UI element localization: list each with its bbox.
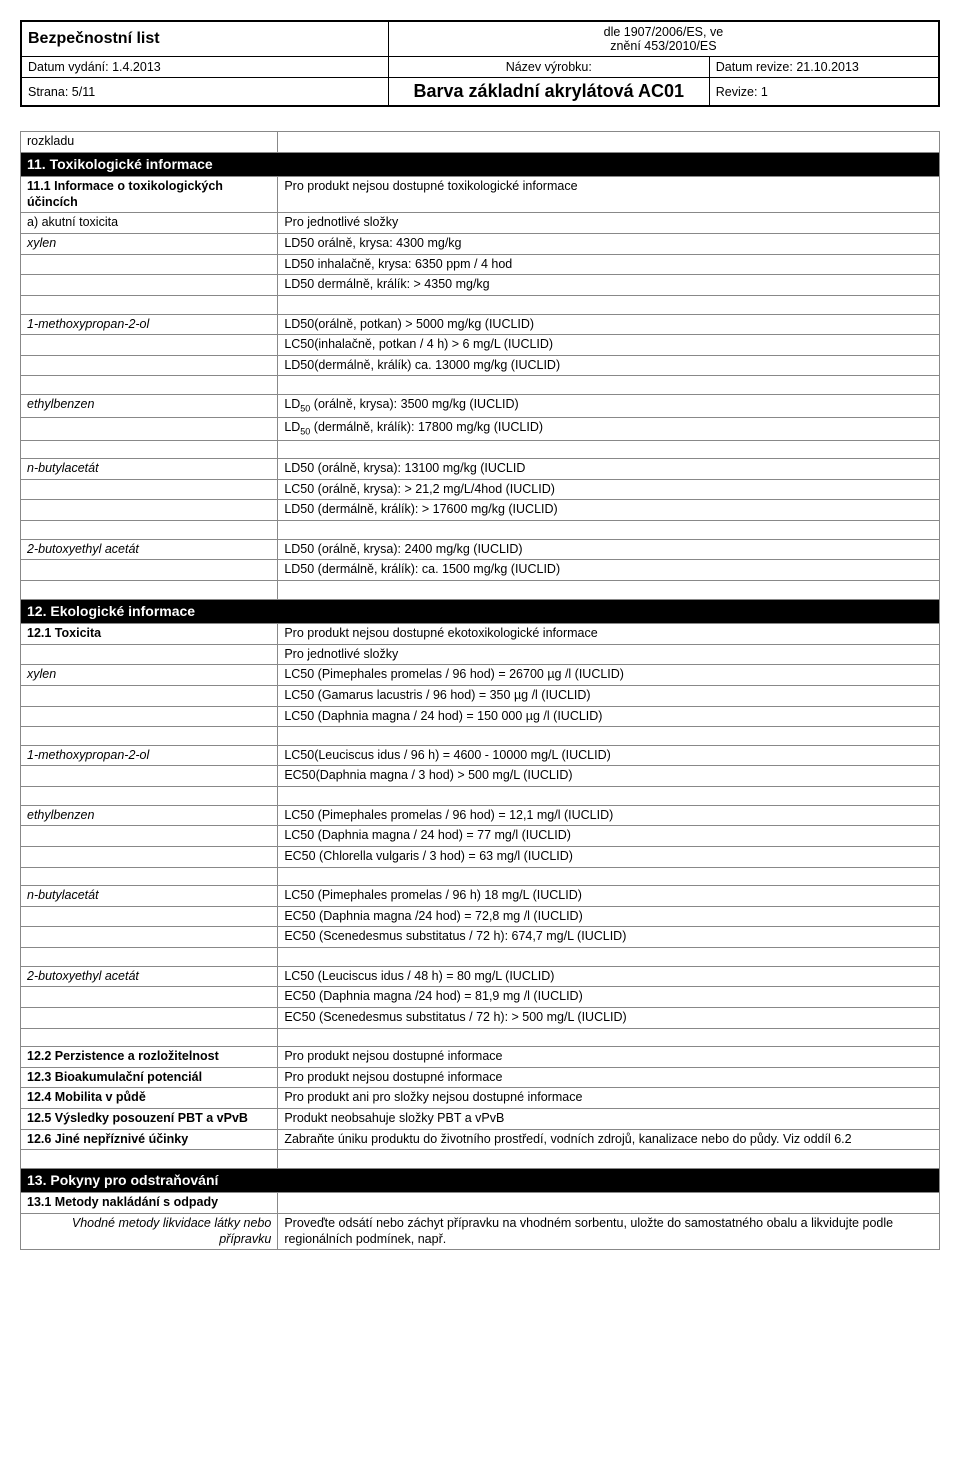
row-label: 12.2 Perzistence a rozložitelnost [21, 1047, 278, 1068]
row-label [21, 766, 278, 787]
section-header: 12. Ekologické informace [21, 599, 940, 624]
row-label [21, 706, 278, 727]
row-label [21, 906, 278, 927]
row-value: Zabraňte úniku produktu do životního pro… [278, 1129, 940, 1150]
product-name-label: Název výrobku: [506, 60, 592, 74]
row-label [21, 826, 278, 847]
page-number: Strana: 5/11 [28, 85, 95, 99]
row-value: EC50 (Chlorella vulgaris / 3 hod) = 63 m… [278, 846, 940, 867]
row-label: 2-butoxyethyl acetát [21, 539, 278, 560]
row-value: Pro jednotlivé složky [278, 213, 940, 234]
row-value: LD50 (orálně, krysa): 2400 mg/kg (IUCLID… [278, 539, 940, 560]
row-label [21, 355, 278, 376]
row-value: Proveďte odsátí nebo záchyt přípravku na… [278, 1214, 940, 1250]
row-label [21, 927, 278, 948]
row-value: LC50 (Pimephales promelas / 96 hod) = 26… [278, 665, 940, 686]
row-label: 11.1 Informace o toxikologických účincíc… [21, 177, 278, 213]
row-value: LC50 (Daphnia magna / 24 hod) = 77 mg/l … [278, 826, 940, 847]
row-label [21, 1007, 278, 1028]
row-value: EC50 (Daphnia magna /24 hod) = 72,8 mg /… [278, 906, 940, 927]
row-value [278, 1193, 940, 1214]
row-label [21, 275, 278, 296]
regulation: dle 1907/2006/ES, veznění 453/2010/ES [604, 25, 724, 53]
row-value: Produkt neobsahuje složky PBT a vPvB [278, 1109, 940, 1130]
row-value: Pro produkt nejsou dostupné informace [278, 1047, 940, 1068]
row-value: Pro produkt ani pro složky nejsou dostup… [278, 1088, 940, 1109]
row-label [21, 500, 278, 521]
row-label: 2-butoxyethyl acetát [21, 966, 278, 987]
row-label: ethylbenzen [21, 805, 278, 826]
row-label: 1-methoxypropan-2-ol [21, 314, 278, 335]
row-label [21, 644, 278, 665]
row-label: xylen [21, 665, 278, 686]
row-value: LD50(dermálně, králík) ca. 13000 mg/kg (… [278, 355, 940, 376]
section-header: 11. Toxikologické informace [21, 152, 940, 177]
row-label: 1-methoxypropan-2-ol [21, 745, 278, 766]
row-value: LC50 (Daphnia magna / 24 hod) = 150 000 … [278, 706, 940, 727]
row-value: Pro produkt nejsou dostupné toxikologick… [278, 177, 940, 213]
row-label [21, 987, 278, 1008]
row-value: Pro jednotlivé složky [278, 644, 940, 665]
row-value: LC50(Leuciscus idus / 96 h) = 4600 - 100… [278, 745, 940, 766]
row-value: EC50 (Daphnia magna /24 hod) = 81,9 mg /… [278, 987, 940, 1008]
row-label [21, 685, 278, 706]
revision-date: Datum revize: 21.10.2013 [716, 60, 859, 74]
row-value: LD50 orálně, krysa: 4300 mg/kg [278, 234, 940, 255]
row-value: LD50 dermálně, králík: > 4350 mg/kg [278, 275, 940, 296]
row-value: LD50(orálně, potkan) > 5000 mg/kg (IUCLI… [278, 314, 940, 335]
row-label: 13.1 Metody nakládání s odpady [21, 1193, 278, 1214]
row-label: rozkladu [21, 132, 278, 153]
row-label: ethylbenzen [21, 395, 278, 418]
data-table: rozkladu11. Toxikologické informace11.1 … [20, 131, 940, 1250]
row-value: LD50 (orálně, krysa): 13100 mg/kg (IUCLI… [278, 459, 940, 480]
row-value: LC50 (Pimephales promelas / 96 hod) = 12… [278, 805, 940, 826]
row-value: EC50 (Scenedesmus substitatus / 72 h): >… [278, 1007, 940, 1028]
row-label: xylen [21, 234, 278, 255]
sheet-title: Bezpečnostní list [28, 30, 160, 47]
row-label: Vhodné metody likvidace látky nebo přípr… [21, 1214, 278, 1250]
row-value: LC50 (orálně, krysa): > 21,2 mg/L/4hod (… [278, 479, 940, 500]
row-label [21, 560, 278, 581]
row-label: n-butylacetát [21, 886, 278, 907]
row-label: n-butylacetát [21, 459, 278, 480]
header-table: Bezpečnostní list dle 1907/2006/ES, vezně… [21, 21, 939, 106]
row-value: LC50 (Pimephales promelas / 96 h) 18 mg/… [278, 886, 940, 907]
row-value: LC50 (Gamarus lacustris / 96 hod) = 350 … [278, 685, 940, 706]
row-value: LD50 inhalačně, krysa: 6350 ppm / 4 hod [278, 254, 940, 275]
row-value: Pro produkt nejsou dostupné ekotoxikolog… [278, 624, 940, 645]
row-value: LD50 (dermálně, králík): 17800 mg/kg (IU… [278, 417, 940, 440]
row-label: 12.1 Toxicita [21, 624, 278, 645]
product-name: Barva základní akrylátová AC01 [414, 81, 684, 101]
row-label [21, 417, 278, 440]
row-value: LD50 (dermálně, králík): > 17600 mg/kg (… [278, 500, 940, 521]
row-label [21, 335, 278, 356]
row-label: a) akutní toxicita [21, 213, 278, 234]
issue-date: Datum vydání: 1.4.2013 [28, 60, 161, 74]
row-label [21, 254, 278, 275]
row-label [21, 846, 278, 867]
row-label: 12.3 Bioakumulační potenciál [21, 1067, 278, 1088]
row-label [21, 479, 278, 500]
document: Bezpečnostní list dle 1907/2006/ES, vezně… [20, 20, 940, 107]
row-value [278, 132, 940, 153]
row-value: EC50 (Scenedesmus substitatus / 72 h): 6… [278, 927, 940, 948]
row-label: 12.4 Mobilita v půdě [21, 1088, 278, 1109]
row-value: Pro produkt nejsou dostupné informace [278, 1067, 940, 1088]
row-label: 12.5 Výsledky posouzení PBT a vPvB [21, 1109, 278, 1130]
row-value: LC50 (Leuciscus idus / 48 h) = 80 mg/L (… [278, 966, 940, 987]
row-value: LD50 (orálně, krysa): 3500 mg/kg (IUCLID… [278, 395, 940, 418]
row-label: 12.6 Jiné nepříznivé účinky [21, 1129, 278, 1150]
revision-number: Revize: 1 [716, 85, 768, 99]
section-header: 13. Pokyny pro odstraňování [21, 1168, 940, 1193]
row-value: EC50(Daphnia magna / 3 hod) > 500 mg/L (… [278, 766, 940, 787]
row-value: LD50 (dermálně, králík): ca. 1500 mg/kg … [278, 560, 940, 581]
row-value: LC50(inhalačně, potkan / 4 h) > 6 mg/L (… [278, 335, 940, 356]
